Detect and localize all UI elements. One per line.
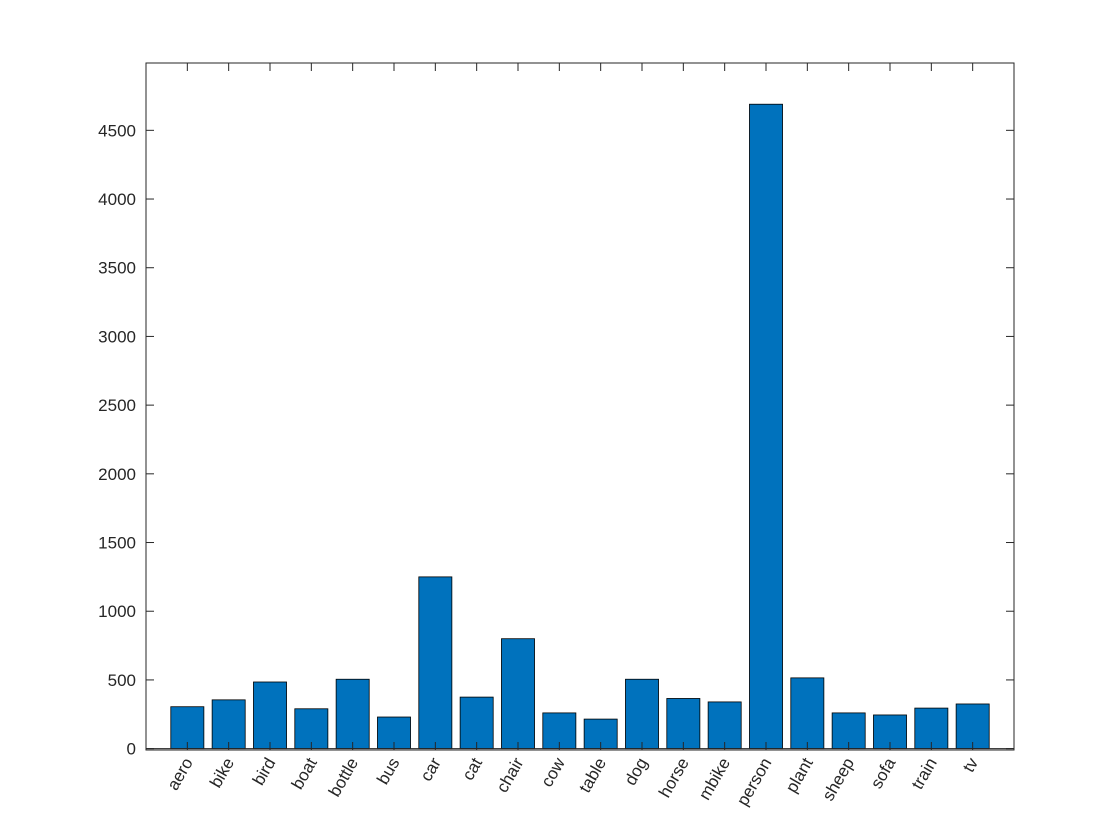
- x-tick-label-cow: cow: [537, 754, 569, 790]
- axes-box: [145, 62, 1015, 751]
- y-tick-label: 2000: [98, 465, 136, 484]
- y-tick-label: 2500: [98, 396, 136, 415]
- x-tick-label-bike: bike: [206, 755, 238, 792]
- x-tick-label-sofa: sofa: [867, 754, 900, 792]
- x-axis-ticks: aero bike bird boat bottle bus car cat chair cow t…: [163, 63, 982, 809]
- x-tick-label-chair: chair: [493, 754, 528, 796]
- y-tick-label: 1000: [98, 602, 136, 621]
- x-tick-label-bus: bus: [373, 755, 403, 788]
- x-tick-label-bottle: bottle: [325, 755, 362, 801]
- y-tick-label: 3000: [98, 327, 136, 346]
- bar-train: [914, 707, 949, 750]
- bar-tv: [955, 703, 990, 750]
- x-tick-label-person: person: [733, 755, 775, 810]
- x-tick-label-train: train: [908, 755, 941, 793]
- x-tick-label-boat: boat: [288, 754, 321, 792]
- bar-bike: [211, 699, 246, 750]
- x-tick-label-car: car: [417, 754, 445, 784]
- x-tick-label-dog: dog: [621, 755, 652, 789]
- bar-person: [749, 103, 783, 750]
- x-tick-label-plant: plant: [782, 754, 817, 796]
- bar-plant: [790, 677, 825, 750]
- x-tick-label-mbike: mbike: [695, 755, 734, 804]
- bar-car: [418, 576, 453, 750]
- y-tick-label: 3500: [98, 259, 136, 278]
- bar-chair: [501, 638, 535, 750]
- x-tick-label-sheep: sheep: [819, 755, 859, 805]
- bar-boat: [294, 708, 329, 750]
- bar-bird: [253, 681, 287, 750]
- bar-mbike: [707, 701, 742, 750]
- y-tick-label: 1500: [98, 534, 136, 553]
- bar-bottle: [335, 678, 370, 750]
- x-tick-label-cat: cat: [458, 754, 486, 783]
- y-tick-label: 4000: [98, 190, 136, 209]
- y-axis-ticks: 0 500 1000 1500 2000 2500 3000 3500 4000 4500: [98, 121, 1014, 759]
- bar-horse: [666, 698, 701, 750]
- x-tick-label-horse: horse: [655, 755, 693, 801]
- plot-area-background: [146, 63, 1014, 750]
- bar-cat: [459, 696, 494, 750]
- x-tick-label-table: table: [575, 755, 610, 796]
- bar-dog: [625, 678, 659, 750]
- y-tick-label: 0: [127, 740, 136, 759]
- x-tick-label-aero: aero: [163, 755, 196, 794]
- x-tick-label-tv: tv: [959, 754, 982, 775]
- bar-aero: [170, 706, 205, 750]
- y-tick-label: 500: [108, 671, 136, 690]
- x-tick-label-bird: bird: [249, 755, 280, 789]
- y-tick-label: 4500: [98, 121, 136, 140]
- bars-group: [170, 103, 990, 750]
